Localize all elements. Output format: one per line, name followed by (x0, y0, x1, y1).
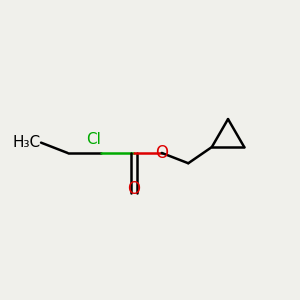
Text: H₃C: H₃C (13, 135, 41, 150)
Text: O: O (127, 180, 140, 198)
Text: O: O (155, 144, 168, 162)
Text: Cl: Cl (87, 132, 101, 147)
